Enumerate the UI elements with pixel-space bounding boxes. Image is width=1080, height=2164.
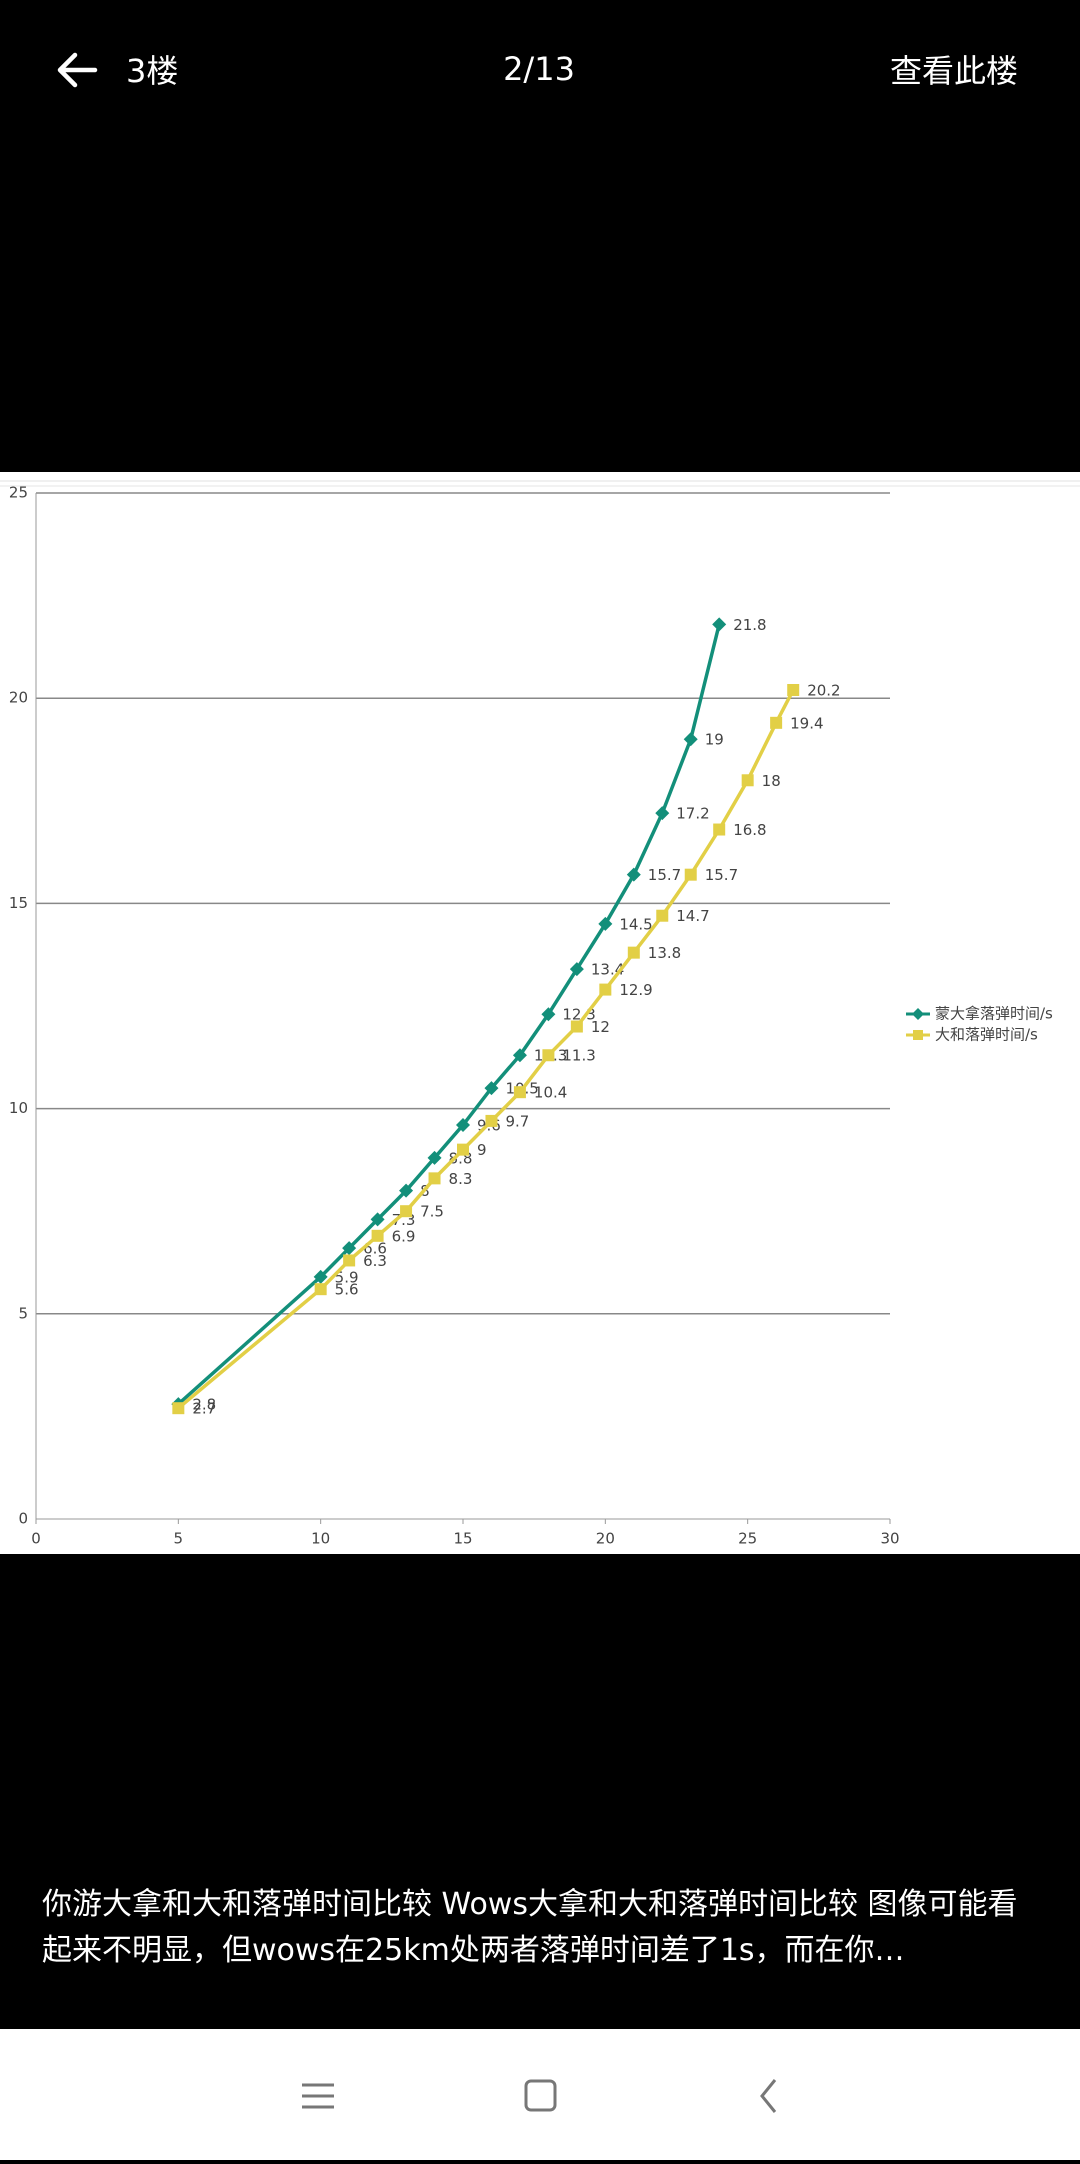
data-point xyxy=(741,774,754,787)
data-point xyxy=(570,1020,583,1033)
data-label: 11.3 xyxy=(562,1047,595,1065)
data-point xyxy=(655,806,670,821)
data-label: 16.8 xyxy=(733,821,766,839)
data-point xyxy=(512,1048,527,1063)
data-point xyxy=(313,1269,328,1284)
data-label: 5.6 xyxy=(335,1281,359,1299)
x-tick-label: 5 xyxy=(174,1530,184,1548)
view-floor-button[interactable]: 查看此楼 xyxy=(889,52,1018,90)
home-button[interactable] xyxy=(524,2079,557,2112)
data-point xyxy=(400,1205,413,1218)
y-tick-label: 5 xyxy=(18,1304,28,1322)
back-nav-button[interactable] xyxy=(760,2079,777,2113)
caption: 你游大拿和大和落弹时间比较 Wows大拿和大和落弹时间比较 图像可能看起来不明显… xyxy=(42,1887,1018,1968)
data-label: 2.7 xyxy=(192,1400,216,1418)
data-label: 21.8 xyxy=(733,616,766,634)
series-line xyxy=(177,623,721,1406)
x-tick-label: 15 xyxy=(453,1530,472,1548)
y-tick-label: 25 xyxy=(9,484,28,502)
x-tick-label: 20 xyxy=(596,1530,615,1548)
data-label: 5.9 xyxy=(335,1268,359,1286)
data-label: 19.4 xyxy=(790,714,823,732)
data-label: 12 xyxy=(591,1018,610,1036)
y-tick-label: 15 xyxy=(9,894,28,912)
data-label: 10.4 xyxy=(534,1084,567,1102)
data-point xyxy=(713,823,726,836)
legend-label: 大和落弹时间/s xyxy=(935,1026,1038,1044)
data-point xyxy=(626,867,641,882)
nav-bar xyxy=(0,2029,1080,2160)
data-point xyxy=(598,916,613,931)
back-button[interactable] xyxy=(55,50,99,90)
x-tick-label: 0 xyxy=(31,1530,41,1548)
data-label: 9 xyxy=(477,1141,487,1159)
menu-button[interactable] xyxy=(302,2083,334,2109)
data-point xyxy=(456,1118,470,1133)
data-label: 15.7 xyxy=(648,866,681,884)
data-point xyxy=(427,1150,442,1165)
data-point xyxy=(485,1114,498,1127)
data-point xyxy=(343,1254,356,1267)
page-indicator: 2/13 xyxy=(503,50,575,88)
data-label: 17.2 xyxy=(676,805,709,823)
y-tick-label: 20 xyxy=(9,689,28,707)
data-point xyxy=(787,683,800,696)
data-point xyxy=(684,868,697,881)
x-tick-label: 30 xyxy=(880,1530,899,1548)
data-point xyxy=(513,1086,526,1099)
data-point xyxy=(569,962,584,977)
legend-label: 蒙大拿落弹时间/s xyxy=(935,1005,1053,1023)
data-label: 9.7 xyxy=(505,1112,529,1130)
data-label: 7.5 xyxy=(420,1203,444,1221)
data-point xyxy=(371,1229,384,1242)
data-point xyxy=(656,909,669,922)
data-point xyxy=(484,1081,499,1096)
data-label: 19 xyxy=(705,731,724,749)
y-tick-label: 0 xyxy=(18,1510,28,1528)
data-label: 13.8 xyxy=(648,944,681,962)
data-label: 14.7 xyxy=(676,907,709,925)
data-point xyxy=(627,946,640,959)
data-point xyxy=(342,1241,357,1256)
data-point xyxy=(683,732,698,747)
data-label: 2.8 xyxy=(192,1396,216,1414)
y-tick-label: 10 xyxy=(9,1099,28,1117)
data-point xyxy=(172,1402,185,1415)
data-point xyxy=(370,1212,385,1227)
floor-label: 3楼 xyxy=(126,52,179,90)
data-point xyxy=(428,1172,441,1185)
x-tick-label: 25 xyxy=(738,1530,757,1548)
legend-marker xyxy=(913,1030,923,1040)
data-label: 14.5 xyxy=(619,915,652,933)
data-label: 12.9 xyxy=(619,981,652,999)
x-tick-label: 10 xyxy=(311,1530,330,1548)
data-label: 6.3 xyxy=(363,1252,387,1270)
chart-image: 05101520250510152025302.85.96.67.388.89.… xyxy=(0,472,1080,1554)
nav-icons xyxy=(302,2079,777,2113)
data-point xyxy=(542,1049,555,1062)
data-label: 8.3 xyxy=(449,1170,473,1188)
data-label: 20.2 xyxy=(807,681,840,699)
data-label: 6.9 xyxy=(392,1227,416,1245)
legend-marker xyxy=(912,1008,924,1020)
data-point xyxy=(712,617,727,632)
data-label: 15.7 xyxy=(705,866,738,884)
data-point xyxy=(599,983,612,996)
data-point xyxy=(541,1007,556,1022)
data-label: 18 xyxy=(762,772,781,790)
data-point xyxy=(457,1143,469,1156)
data-point xyxy=(770,716,783,729)
data-point xyxy=(399,1183,414,1198)
data-point xyxy=(314,1283,327,1296)
